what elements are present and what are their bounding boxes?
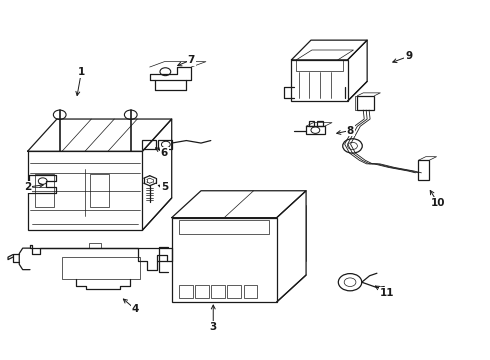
- Text: 11: 11: [379, 288, 394, 298]
- Bar: [357, 96, 374, 110]
- Bar: [309, 121, 315, 126]
- Text: 1: 1: [78, 67, 85, 77]
- Bar: [172, 218, 277, 302]
- Text: 10: 10: [431, 198, 445, 208]
- Bar: [306, 126, 325, 134]
- Bar: [317, 121, 323, 126]
- Text: 8: 8: [346, 126, 354, 135]
- Bar: [90, 174, 109, 207]
- Bar: [143, 140, 156, 149]
- Bar: [418, 160, 429, 180]
- Text: 4: 4: [131, 304, 139, 314]
- Text: 9: 9: [405, 51, 412, 61]
- Bar: [244, 285, 257, 298]
- Bar: [227, 285, 241, 298]
- Text: 6: 6: [161, 148, 168, 158]
- Bar: [211, 285, 225, 298]
- Text: 2: 2: [24, 182, 31, 192]
- Bar: [62, 257, 140, 279]
- Text: 7: 7: [188, 55, 195, 65]
- Bar: [27, 151, 143, 230]
- Bar: [179, 220, 270, 234]
- Text: 3: 3: [210, 322, 217, 332]
- Bar: [179, 285, 193, 298]
- Bar: [158, 140, 172, 149]
- Bar: [292, 60, 347, 101]
- Text: 5: 5: [161, 182, 168, 192]
- Bar: [89, 243, 101, 248]
- Bar: [35, 174, 54, 207]
- Bar: [296, 60, 343, 71]
- Bar: [195, 285, 209, 298]
